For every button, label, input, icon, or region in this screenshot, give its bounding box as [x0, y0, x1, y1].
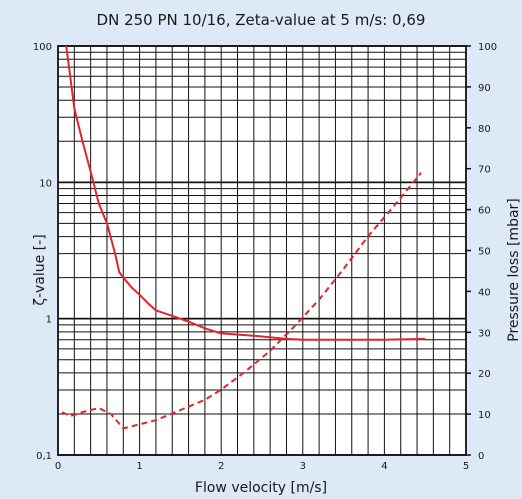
right-y-tick-label: 90 — [478, 83, 491, 94]
right-y-tick-label: 50 — [478, 247, 491, 258]
left-y-tick-label: 0,1 — [36, 451, 52, 462]
chart-title: DN 250 PN 10/16, Zeta-value at 5 m/s: 0,… — [97, 11, 426, 29]
right-y-tick-label: 100 — [478, 42, 497, 53]
right-y-tick-label: 20 — [478, 369, 491, 380]
x-axis-label: Flow velocity [m/s] — [195, 480, 327, 496]
grid — [58, 45, 466, 456]
left-y-tick-label: 10 — [39, 178, 52, 189]
left-y-axis-label: ζ-value [-] — [32, 234, 48, 305]
x-tick-label: 1 — [136, 461, 142, 472]
x-tick-label: 5 — [463, 461, 469, 472]
x-tick-label: 3 — [300, 461, 306, 472]
zeta-value-curve — [65, 45, 426, 341]
left-y-tick-label: 100 — [33, 42, 52, 53]
right-y-tick-label: 70 — [478, 165, 491, 176]
right-y-tick-label: 80 — [478, 124, 491, 135]
left-y-tick-label: 1 — [46, 315, 52, 326]
right-y-tick-label: 0 — [478, 451, 484, 462]
x-tick-label: 2 — [218, 461, 224, 472]
right-y-tick-label: 30 — [478, 328, 491, 339]
right-y-tick-label: 60 — [478, 206, 491, 217]
tick-labels: 0 1 2 3 4 5 0,1 1 10 100 0 10 20 30 40 50 60 70 80 90 100 — [33, 42, 497, 472]
series-layer — [61, 45, 426, 430]
right-y-axis-label: Pressure loss [mbar] — [506, 198, 522, 342]
right-y-tick-label: 10 — [478, 410, 491, 421]
x-tick-label: 0 — [55, 461, 61, 472]
x-tick-label: 4 — [381, 461, 387, 472]
plot-area — [58, 46, 466, 455]
axes — [57, 45, 471, 456]
right-y-tick-label: 40 — [478, 287, 491, 298]
